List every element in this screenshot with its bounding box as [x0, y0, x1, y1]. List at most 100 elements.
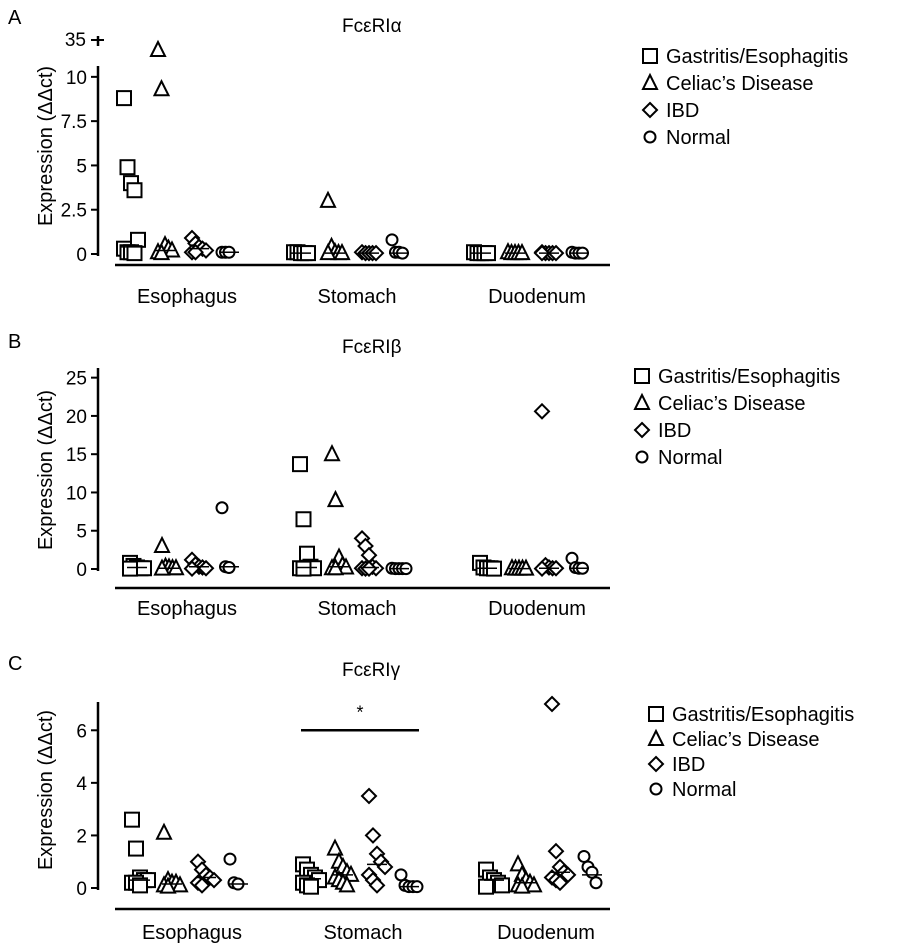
data-point	[494, 877, 510, 894]
panel-letter: C	[8, 653, 22, 675]
legend-marker	[641, 101, 659, 119]
data-point	[577, 849, 591, 863]
x-category-label: Duodenum	[488, 286, 586, 308]
y-tick-label: 15	[66, 445, 87, 466]
data-point	[547, 842, 565, 860]
y-tick-label: 7.5	[61, 112, 87, 133]
data-point	[385, 233, 399, 247]
series-circle	[223, 849, 603, 894]
chart-title: FcεRIα	[342, 16, 402, 37]
legend-label: Gastritis/Esophagitis	[658, 366, 840, 388]
data-point	[589, 876, 603, 890]
data-point	[360, 787, 378, 805]
series-triangle	[155, 822, 543, 894]
data-point	[319, 190, 337, 208]
series-square	[116, 90, 496, 262]
legend-label: Celiac’s Disease	[658, 393, 805, 415]
legend-marker	[633, 421, 651, 439]
data-point	[295, 560, 312, 577]
data-point	[360, 560, 378, 578]
data-point	[533, 402, 551, 420]
y-axis-label: Expression (ΔΔct)	[35, 390, 57, 550]
series-diamond	[183, 402, 565, 578]
x-category-label: Duodenum	[488, 598, 586, 620]
series-square	[122, 456, 502, 577]
series-triangle	[153, 443, 535, 576]
series-diamond	[183, 229, 565, 262]
data-point	[223, 852, 237, 866]
chart-title: FcεRIγ	[342, 660, 401, 681]
data-point	[394, 868, 408, 882]
y-tick-label: 4	[76, 774, 87, 795]
legend-marker	[643, 130, 657, 144]
data-point	[126, 182, 143, 199]
legend-label: Normal	[672, 779, 736, 801]
y-axis-label: Expression (ΔΔct)	[35, 66, 57, 226]
legend-label: IBD	[672, 754, 705, 776]
data-point	[152, 242, 171, 261]
legend-label: Gastritis/Esophagitis	[666, 46, 848, 68]
data-point	[319, 242, 337, 261]
data-point	[295, 511, 312, 528]
data-point	[116, 90, 132, 107]
data-point	[585, 865, 599, 879]
y-tick-label: 0	[76, 879, 87, 900]
data-point	[513, 242, 531, 261]
panel-c: C FcεRIγ 0 2 4 6 Expression (ΔΔct) Esophagus Sto…	[8, 653, 854, 944]
legend: Gastritis/Esophagitis Celiac’s Disease IBD…	[647, 704, 854, 801]
data-point	[159, 876, 177, 894]
legend-marker	[634, 368, 650, 384]
y-tick-label: 6	[76, 721, 87, 742]
y-tick-label: 10	[66, 483, 87, 504]
x-category-label: Duodenum	[497, 922, 595, 944]
data-point	[551, 874, 569, 892]
data-point	[124, 811, 140, 828]
legend-label: Normal	[658, 447, 722, 469]
data-point	[513, 876, 531, 894]
series-triangle	[149, 39, 531, 261]
y-tick-label: 5	[76, 156, 87, 177]
data-point	[128, 840, 144, 857]
x-category-label: Esophagus	[137, 286, 237, 308]
legend-label: IBD	[658, 420, 691, 442]
data-point	[197, 559, 215, 577]
data-point	[525, 875, 543, 893]
data-point	[167, 557, 185, 576]
legend-label: Celiac’s Disease	[672, 729, 819, 751]
data-point	[155, 822, 173, 840]
legend: Gastritis/Esophagitis Celiac’s Disease IBD…	[633, 366, 840, 469]
data-point	[338, 875, 356, 893]
data-point	[543, 695, 561, 713]
significance-star: *	[356, 702, 363, 722]
y-tick-label: 20	[66, 407, 87, 428]
y-tick-label: 35	[65, 30, 86, 51]
x-category-label: Esophagus	[142, 922, 242, 944]
data-point	[364, 827, 382, 844]
legend-label: Celiac’s Disease	[666, 73, 813, 95]
x-category-label: Stomach	[318, 286, 397, 308]
data-point	[193, 876, 211, 894]
panel-a: A FcεRIα 0 2.5 5 7.5 10 35 Expression (ΔΔct) Esop…	[8, 7, 848, 308]
x-category-label: Stomach	[324, 922, 403, 944]
data-point	[163, 240, 181, 258]
y-tick-label: 0	[76, 245, 87, 266]
data-point	[222, 560, 236, 574]
data-point	[292, 456, 308, 473]
panel-letter: A	[8, 7, 22, 29]
legend-label: Normal	[666, 127, 730, 149]
legend-marker	[647, 755, 665, 773]
data-point	[136, 560, 152, 577]
legend-label: Gastritis/Esophagitis	[672, 704, 854, 726]
chart-title: FcεRIβ	[342, 337, 402, 358]
data-point	[119, 159, 136, 176]
legend-marker	[642, 48, 658, 64]
series-circle	[215, 233, 589, 260]
data-point	[323, 443, 341, 462]
data-point	[333, 242, 351, 261]
data-point	[368, 876, 386, 894]
legend-marker	[635, 450, 649, 464]
legend-marker	[647, 728, 665, 746]
data-point	[299, 545, 315, 562]
data-point	[326, 489, 345, 508]
series-circle	[215, 501, 589, 576]
